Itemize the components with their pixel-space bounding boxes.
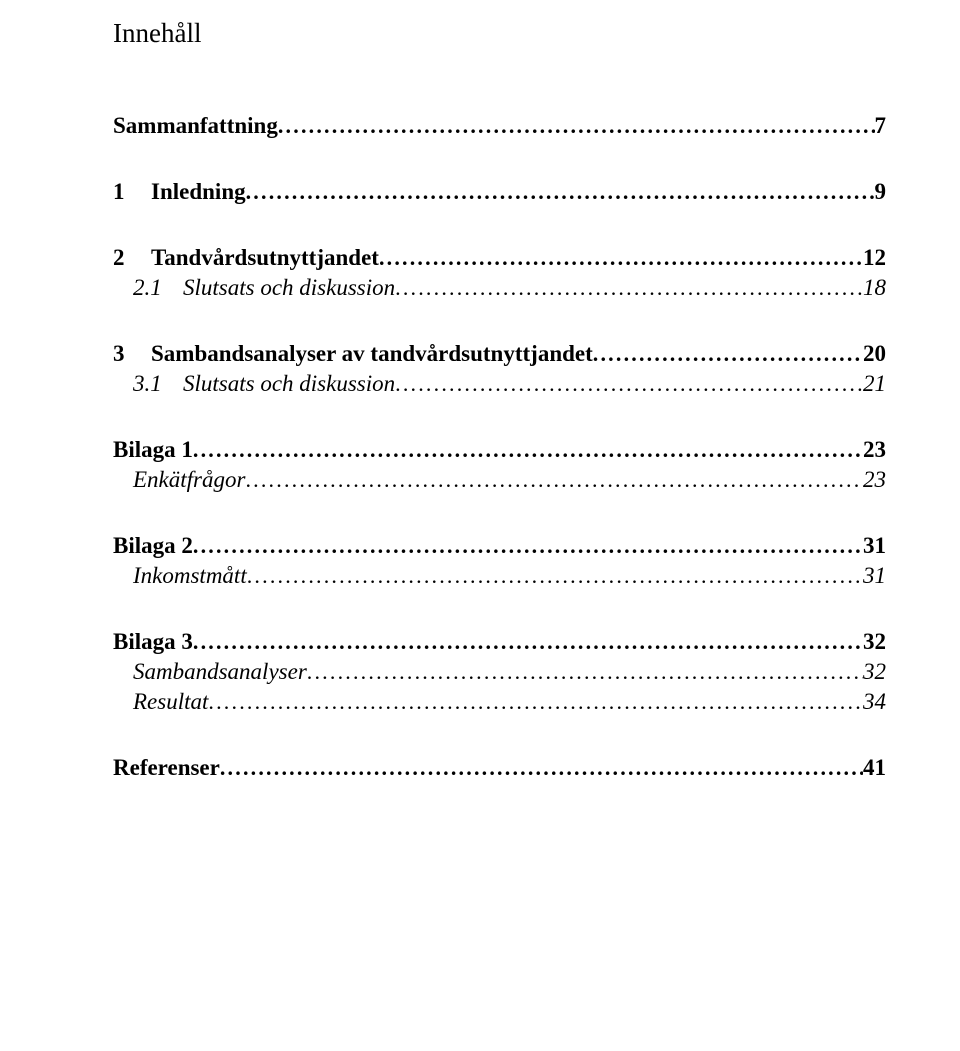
toc-entry-page: 23 xyxy=(863,437,886,463)
toc-entry-number: 1 xyxy=(113,179,151,205)
toc-leader: ........................................… xyxy=(379,245,863,271)
toc-entry-label: 2Tandvårdsutnyttjandet xyxy=(113,245,379,271)
toc-entry-text: Slutsats och diskussion xyxy=(183,275,395,300)
toc-entry-label: Bilaga 3 xyxy=(113,629,193,655)
toc-leader: ........................................… xyxy=(193,533,863,559)
toc-entry-label: Sammanfattning xyxy=(113,113,278,139)
toc-entry: Referenser..............................… xyxy=(113,755,886,781)
toc-entry-label: Resultat xyxy=(133,689,208,715)
toc-entry: Bilaga 3................................… xyxy=(113,629,886,655)
toc-entry: Inkomstmått.............................… xyxy=(113,563,886,589)
toc-entry: 3.1Slutsats och diskussion..............… xyxy=(113,371,886,397)
toc-entry-page: 32 xyxy=(863,659,886,685)
toc-entry-text: Inledning xyxy=(151,179,246,204)
toc-entry: 1Inledning..............................… xyxy=(113,179,886,205)
toc-entry-label: Referenser xyxy=(113,755,220,781)
toc-entry: Sammanfattning..........................… xyxy=(113,113,886,139)
toc-entry-label: 1Inledning xyxy=(113,179,246,205)
toc-entry-page: 41 xyxy=(863,755,886,781)
toc-entry-number: 2.1 xyxy=(133,275,183,301)
toc-leader: ........................................… xyxy=(193,629,863,655)
toc-entry-page: 23 xyxy=(863,467,886,493)
toc-leader: ........................................… xyxy=(278,113,875,139)
toc-entry-page: 21 xyxy=(863,371,886,397)
toc-entry-text: Bilaga 1 xyxy=(113,437,193,462)
toc-entry: Sambandsanalyser........................… xyxy=(113,659,886,685)
toc-entry-text: Slutsats och diskussion xyxy=(183,371,395,396)
toc-entry-label: Sambandsanalyser xyxy=(133,659,307,685)
toc-leader: ........................................… xyxy=(395,371,863,397)
toc-entry: 3Sambandsanalyser av tandvårdsutnyttjand… xyxy=(113,341,886,367)
toc-entry-number: 3 xyxy=(113,341,151,367)
toc-leader: ........................................… xyxy=(193,437,863,463)
toc-leader: ........................................… xyxy=(307,659,863,685)
toc-entry: Resultat................................… xyxy=(113,689,886,715)
toc-entry-text: Bilaga 2 xyxy=(113,533,193,558)
toc-entry-page: 31 xyxy=(863,563,886,589)
toc-entry: Enkätfrågor.............................… xyxy=(113,467,886,493)
toc-entry: 2Tandvårdsutnyttjandet..................… xyxy=(113,245,886,271)
toc-entry-page: 18 xyxy=(863,275,886,301)
toc-entry-text: Inkomstmått xyxy=(133,563,247,588)
toc-entry-label: 2.1Slutsats och diskussion xyxy=(133,275,395,301)
toc-leader: ........................................… xyxy=(395,275,863,301)
toc-entry-label: Bilaga 1 xyxy=(113,437,193,463)
toc-entry-text: Bilaga 3 xyxy=(113,629,193,654)
toc-entry-number: 3.1 xyxy=(133,371,183,397)
toc-entry-text: Sambandsanalyser av tandvårdsutnyttjande… xyxy=(151,341,593,366)
toc-entry-label: Enkätfrågor xyxy=(133,467,245,493)
toc-entry-text: Sammanfattning xyxy=(113,113,278,138)
toc-entry-page: 7 xyxy=(875,113,887,139)
toc-leader: ........................................… xyxy=(220,755,863,781)
toc-entry-page: 31 xyxy=(863,533,886,559)
toc-entry-text: Resultat xyxy=(133,689,208,714)
toc-leader: ........................................… xyxy=(247,563,863,589)
table-of-contents: Sammanfattning..........................… xyxy=(113,113,886,781)
toc-entry-label: 3Sambandsanalyser av tandvårdsutnyttjand… xyxy=(113,341,593,367)
toc-entry-label: Bilaga 2 xyxy=(113,533,193,559)
toc-entry-page: 32 xyxy=(863,629,886,655)
toc-entry-text: Referenser xyxy=(113,755,220,780)
toc-leader: ........................................… xyxy=(593,341,863,367)
toc-entry-page: 20 xyxy=(863,341,886,367)
toc-leader: ........................................… xyxy=(245,467,863,493)
toc-entry-page: 12 xyxy=(863,245,886,271)
toc-entry: 2.1Slutsats och diskussion..............… xyxy=(113,275,886,301)
toc-leader: ........................................… xyxy=(246,179,875,205)
toc-entry: Bilaga 1................................… xyxy=(113,437,886,463)
toc-entry-page: 34 xyxy=(863,689,886,715)
toc-entry-text: Tandvårdsutnyttjandet xyxy=(151,245,379,270)
toc-entry-text: Enkätfrågor xyxy=(133,467,245,492)
page-title: Innehåll xyxy=(113,18,886,49)
toc-entry-label: Inkomstmått xyxy=(133,563,247,589)
toc-entry-label: 3.1Slutsats och diskussion xyxy=(133,371,395,397)
toc-entry-number: 2 xyxy=(113,245,151,271)
toc-leader: ........................................… xyxy=(208,689,863,715)
toc-entry-text: Sambandsanalyser xyxy=(133,659,307,684)
toc-entry-page: 9 xyxy=(875,179,887,205)
toc-entry: Bilaga 2................................… xyxy=(113,533,886,559)
